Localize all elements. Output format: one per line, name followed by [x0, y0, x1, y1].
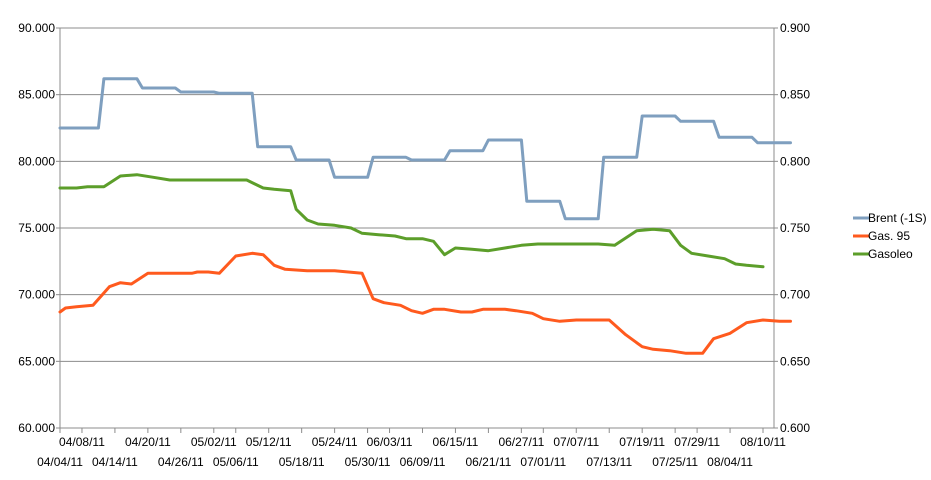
x-tick-label-lower: 07/25/11	[652, 455, 698, 469]
right-tick-label: 0.600	[780, 421, 810, 435]
x-tick-label-upper: 05/02/11	[191, 435, 237, 449]
right-tick-label: 0.850	[780, 88, 810, 102]
left-tick-label: 75.000	[18, 221, 55, 235]
x-tick-label-lower: 07/13/11	[586, 455, 632, 469]
left-axis-ticks: 60.000 65.000 70.000 75.000 80.000 85.000 90.0…	[18, 21, 60, 435]
x-tick-label-upper: 05/12/11	[246, 435, 292, 449]
right-tick-label: 0.650	[780, 354, 810, 368]
series-line-1	[58, 251, 792, 355]
x-tick-label-upper: 07/07/11	[553, 435, 599, 449]
x-tick-label-upper: 06/27/11	[498, 435, 544, 449]
x-tick-label-upper: 05/24/11	[312, 435, 358, 449]
x-tick-label-upper: 04/20/11	[125, 435, 171, 449]
x-tick-label-upper: 04/08/11	[59, 435, 105, 449]
legend: Brent (-1S) Gas. 95 Gasoleo	[853, 211, 927, 261]
x-tick-label-lower: 05/18/11	[279, 455, 325, 469]
right-tick-label: 0.800	[780, 154, 810, 168]
right-tick-label: 0.750	[780, 221, 810, 235]
x-tick-label-lower: 05/30/11	[345, 455, 391, 469]
x-tick-label-lower: 06/09/11	[400, 455, 446, 469]
series-line-2	[58, 173, 765, 269]
x-tick-label-lower: 05/06/11	[213, 455, 259, 469]
left-tick-label: 80.000	[18, 154, 55, 168]
x-axis-ticks: 04/08/11 04/20/11 05/02/11 05/12/11 05/24/11…	[37, 428, 786, 469]
x-tick-label-upper: 06/15/11	[433, 435, 479, 449]
x-tick-label-upper: 07/29/11	[674, 435, 720, 449]
right-tick-label: 0.900	[780, 21, 810, 35]
series-line-0	[58, 77, 792, 221]
x-tick-label-lower: 08/04/11	[707, 455, 753, 469]
left-tick-label: 65.000	[18, 354, 55, 368]
right-axis-ticks: 0.600 0.650 0.700 0.750 0.800 0.850 0.900	[774, 21, 810, 435]
series-lines	[58, 77, 792, 355]
x-tick-label-upper: 08/10/11	[740, 435, 786, 449]
right-tick-label: 0.700	[780, 288, 810, 302]
left-tick-label: 90.000	[18, 21, 55, 35]
grid-lines	[60, 27, 774, 362]
x-tick-label-lower: 04/04/11	[37, 455, 83, 469]
x-tick-label-lower: 04/14/11	[92, 455, 138, 469]
legend-label: Gas. 95	[868, 229, 910, 243]
x-tick-label-upper: 06/03/11	[367, 435, 413, 449]
x-tick-label-lower: 07/01/11	[520, 455, 566, 469]
x-tick-label-upper: 07/19/11	[619, 435, 665, 449]
left-tick-label: 70.000	[18, 288, 55, 302]
left-tick-label: 60.000	[18, 421, 55, 435]
legend-label: Brent (-1S)	[868, 211, 927, 225]
legend-label: Gasoleo	[868, 247, 913, 261]
left-tick-label: 85.000	[18, 88, 55, 102]
x-tick-label-lower: 04/26/11	[158, 455, 204, 469]
x-tick-label-lower: 06/21/11	[465, 455, 511, 469]
